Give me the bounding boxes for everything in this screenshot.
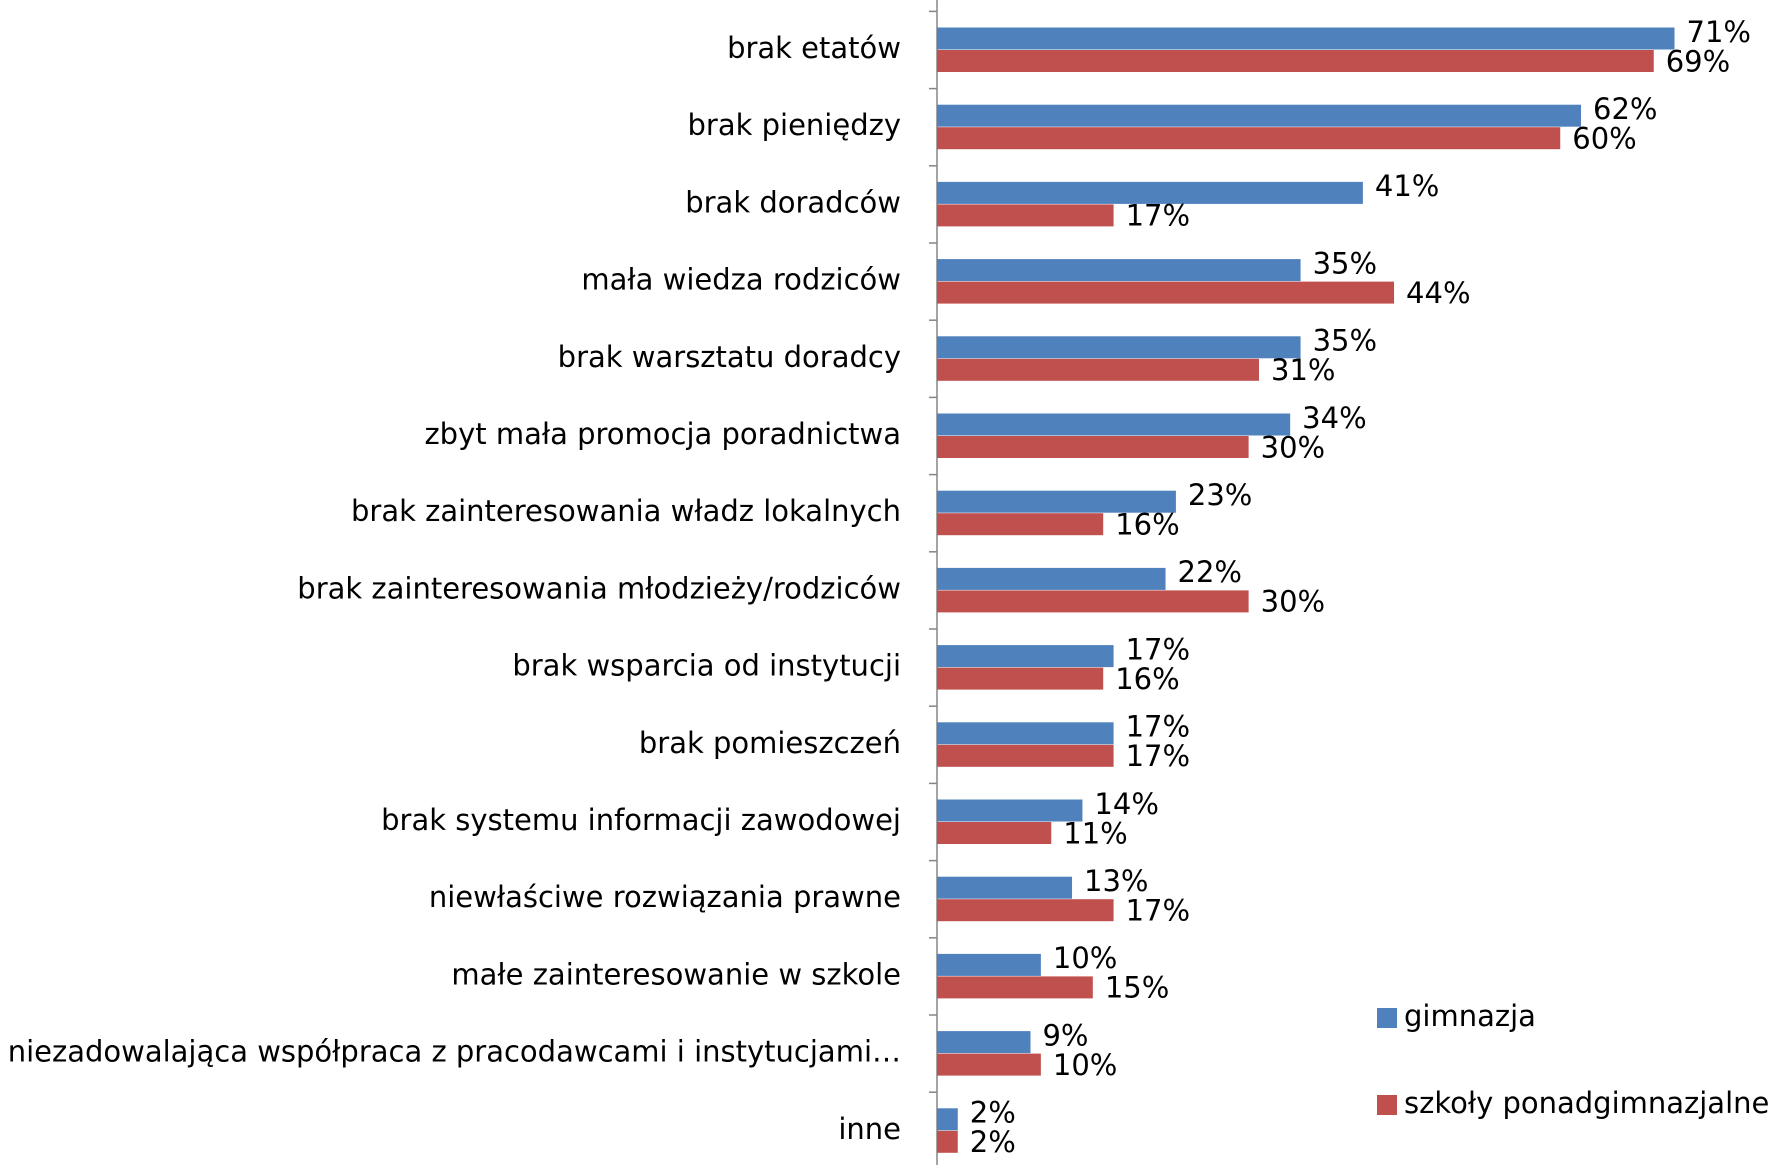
legend-swatch (1377, 1008, 1397, 1028)
bar (937, 259, 1301, 282)
value-label: 35% (1313, 246, 1377, 280)
bar (937, 822, 1052, 844)
bar (937, 1031, 1031, 1054)
bar (937, 413, 1291, 436)
bar (937, 590, 1249, 613)
category-label: niezadowalająca współpraca z pracodawcam… (8, 1035, 901, 1069)
value-label: 41% (1375, 169, 1439, 203)
bar (937, 744, 1114, 767)
value-label: 11% (1063, 816, 1127, 850)
value-label: 62% (1593, 92, 1657, 126)
bar (937, 181, 1363, 204)
bar (937, 953, 1041, 976)
value-label: 30% (1261, 585, 1325, 619)
bar (937, 50, 1654, 72)
bar (937, 104, 1582, 127)
bar (937, 336, 1301, 359)
bar (937, 358, 1260, 381)
bar (937, 1130, 958, 1153)
bar (937, 127, 1561, 150)
bar (937, 513, 1104, 536)
value-label: 44% (1406, 276, 1470, 310)
bar (937, 976, 1093, 999)
category-label: brak systemu informacji zawodowej (381, 803, 901, 837)
value-label: 2% (970, 1096, 1016, 1130)
value-label: 31% (1271, 353, 1335, 387)
category-label: brak zainteresowania władz lokalnych (351, 494, 901, 528)
category-label: brak doradców (685, 185, 901, 219)
bar (937, 799, 1083, 822)
value-label: 14% (1094, 787, 1158, 821)
value-label: 16% (1115, 507, 1179, 541)
legend-label: szkoły ponadgimnazjalne (1404, 1086, 1769, 1120)
bar (937, 645, 1114, 668)
value-label: 22% (1178, 555, 1242, 589)
value-label: 10% (1053, 941, 1117, 975)
category-label: brak zainteresowania młodzieży/rodziców (297, 571, 901, 605)
bar (937, 722, 1114, 745)
bar (937, 667, 1104, 690)
value-label: 30% (1261, 430, 1325, 464)
bar (937, 876, 1073, 899)
bar (937, 436, 1249, 458)
value-label: 71% (1687, 15, 1751, 49)
category-label: brak pieniędzy (688, 108, 902, 142)
category-label: brak etatów (727, 31, 901, 65)
value-label: 9% (1042, 1018, 1088, 1052)
bar (937, 27, 1675, 50)
value-label: 69% (1666, 44, 1730, 78)
value-label: 17% (1126, 710, 1190, 744)
bar (937, 281, 1395, 304)
category-label: mała wiedza rodziców (581, 263, 901, 297)
bar (937, 204, 1114, 227)
bar (937, 1108, 958, 1131)
value-label: 13% (1084, 864, 1148, 898)
category-label: brak wsparcia od instytucji (512, 649, 901, 683)
bar (937, 1053, 1041, 1076)
value-label: 34% (1302, 401, 1366, 435)
category-label: małe zainteresowanie w szkole (451, 957, 901, 991)
value-label: 23% (1188, 478, 1252, 512)
value-label: 10% (1053, 1048, 1117, 1082)
value-label: 16% (1115, 662, 1179, 696)
category-label: niewłaściwe rozwiązania prawne (429, 880, 901, 914)
legend-swatch (1377, 1095, 1397, 1115)
value-label: 17% (1126, 739, 1190, 773)
value-label: 17% (1126, 632, 1190, 666)
value-label: 35% (1313, 324, 1377, 358)
category-label: inne (838, 1112, 901, 1146)
category-label: zbyt mała promocja poradnictwa (424, 417, 901, 451)
bar (937, 490, 1176, 513)
bar (937, 899, 1114, 922)
value-label: 2% (970, 1125, 1016, 1159)
category-label: brak pomieszczeń (639, 726, 901, 760)
value-label: 60% (1572, 121, 1636, 155)
value-label: 17% (1126, 893, 1190, 927)
legend-label: gimnazja (1404, 999, 1536, 1033)
category-label: brak warsztatu doradcy (558, 340, 901, 374)
value-label: 17% (1126, 199, 1190, 233)
bar (937, 567, 1166, 590)
value-label: 15% (1105, 971, 1169, 1005)
